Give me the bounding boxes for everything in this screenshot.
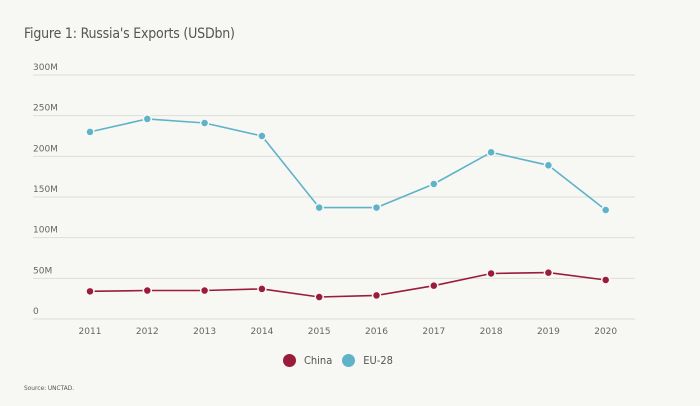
source-note: Source: UNCTAD. (24, 384, 75, 392)
data-point-eu28[interactable] (486, 147, 496, 158)
data-point-eu28[interactable] (85, 127, 95, 137)
legend-swatch-china (283, 354, 296, 367)
data-point-china[interactable] (371, 290, 382, 301)
y-tick-label: 150M (33, 185, 58, 195)
data-point-china[interactable] (543, 267, 554, 278)
data-point-china[interactable] (199, 285, 210, 296)
data-point-china[interactable] (429, 280, 439, 291)
x-tick-label: 2018 (480, 327, 503, 337)
series-points (85, 114, 611, 302)
data-point-china[interactable] (486, 268, 496, 279)
y-tick-label: 100M (33, 226, 58, 236)
data-point-eu28[interactable] (314, 202, 324, 213)
data-point-china[interactable] (85, 286, 95, 297)
x-tick-label: 2017 (422, 327, 445, 337)
legend-item-china[interactable]: China (283, 354, 332, 367)
data-point-eu28[interactable] (543, 160, 554, 171)
x-tick-label: 2012 (136, 327, 159, 337)
y-tick-label: 50M (33, 266, 52, 276)
y-tick-label: 0 (33, 307, 39, 317)
legend-swatch-eu28 (342, 354, 356, 367)
data-point-eu28[interactable] (257, 131, 267, 141)
x-tick-label: 2011 (79, 327, 102, 337)
data-point-eu28[interactable] (199, 118, 210, 128)
x-tick-label: 2014 (250, 327, 273, 337)
x-tick-label: 2013 (193, 327, 216, 337)
y-tick-label: 300M (33, 63, 58, 73)
legend-label-china: China (304, 354, 333, 367)
legend: China EU-28 (283, 354, 403, 367)
x-tick-label: 2019 (537, 327, 560, 337)
y-tick-label: 250M (33, 104, 58, 114)
series-line-eu28 (89, 118, 607, 211)
legend-label-eu28: EU-28 (363, 354, 393, 367)
data-point-eu28[interactable] (371, 202, 382, 213)
y-axis-ticks: 0 50M 100M 150M 200M 250M 300M (33, 63, 58, 317)
y-tick-label: 200M (33, 144, 58, 154)
data-point-china[interactable] (257, 284, 267, 294)
x-tick-label: 2015 (308, 327, 331, 337)
x-axis-ticks: 2011 2012 2013 2014 2015 2016 2017 2018 2019 2020 (79, 327, 618, 337)
data-point-china[interactable] (142, 285, 153, 296)
data-point-china[interactable] (600, 275, 611, 285)
data-point-eu28[interactable] (142, 114, 153, 124)
series-lines (89, 118, 607, 298)
data-point-china[interactable] (314, 292, 324, 302)
data-point-eu28[interactable] (429, 179, 439, 189)
x-tick-label: 2016 (365, 327, 388, 337)
series-line-china (89, 271, 606, 298)
data-point-eu28[interactable] (600, 205, 611, 215)
x-tick-label: 2020 (594, 327, 617, 337)
chart-title: Figure 1: Russia's Exports (USDbn) (24, 26, 235, 42)
legend-item-eu28[interactable]: EU-28 (342, 354, 393, 367)
gridlines (33, 74, 635, 320)
